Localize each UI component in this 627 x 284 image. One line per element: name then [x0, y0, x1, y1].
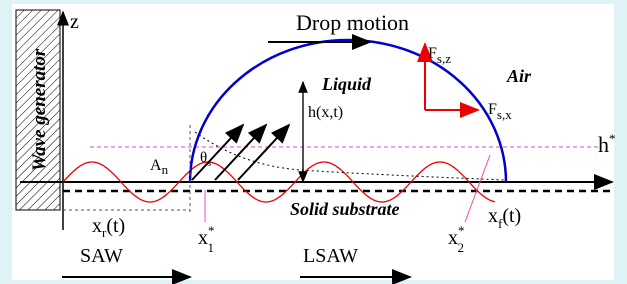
base: x [448, 227, 458, 249]
z-label: z [70, 11, 79, 33]
sub: 1 [208, 240, 215, 255]
lsaw-label: LSAW [303, 245, 358, 267]
substrate-label: Solid substrate [290, 199, 400, 219]
diagram: Wave generator z Drop motion Liquid Air … [0, 0, 627, 284]
sub: s [207, 158, 211, 169]
drop-motion-label: Drop motion [296, 10, 409, 35]
liquid-label: Liquid [321, 74, 372, 94]
base: θ [200, 150, 207, 166]
saw-label: SAW [80, 245, 123, 267]
base: F [488, 101, 497, 118]
sup: * [458, 223, 465, 238]
rest: (t) [502, 205, 521, 227]
sup: * [208, 223, 215, 238]
height-label: h(x,t) [308, 104, 343, 121]
sub: 2 [458, 240, 465, 255]
sup: * [609, 131, 616, 146]
base: A [150, 157, 162, 174]
sub: s,z [437, 51, 451, 66]
air-label: Air [506, 66, 532, 86]
base: x [92, 215, 102, 237]
xr-label: xr(t) [92, 215, 125, 240]
rest: (t) [106, 215, 125, 237]
base: F [428, 45, 437, 62]
base: h [598, 132, 609, 157]
wave-generator-label: Wave generator [29, 48, 50, 171]
sub: n [162, 162, 169, 177]
base: x [198, 227, 208, 249]
base: x [488, 205, 498, 227]
sub: s,x [497, 107, 512, 122]
